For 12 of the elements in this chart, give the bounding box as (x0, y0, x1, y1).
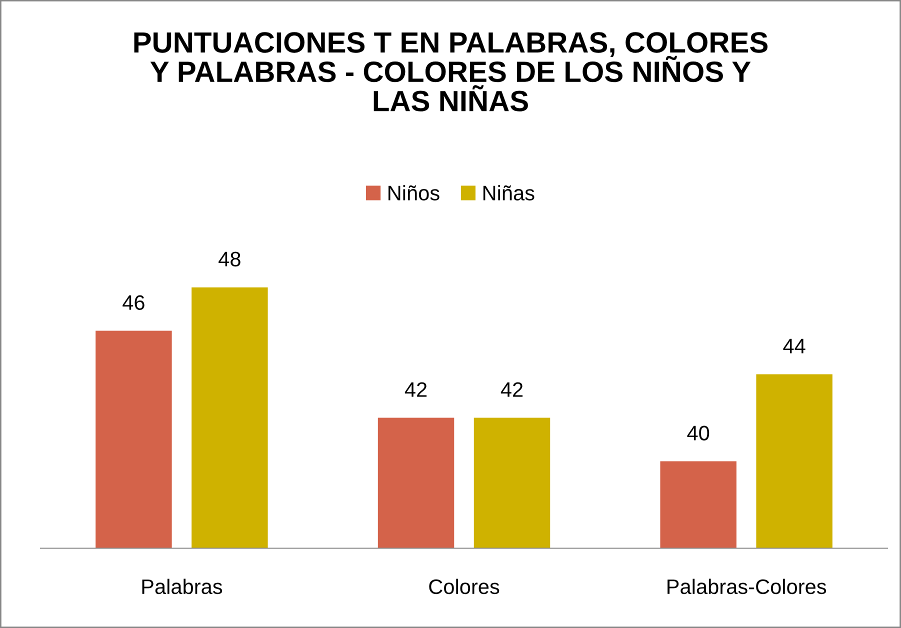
x-tick-label: Palabras-Colores (668, 578, 826, 594)
legend-label: Niñas (483, 185, 534, 200)
x-tick-label: Colores (429, 578, 500, 594)
data-label: 44 (783, 338, 806, 354)
data-label: 46 (122, 295, 144, 310)
data-label: 42 (500, 382, 523, 397)
chart-title: PUNTUACIONES T EN PALABRAS, COLORES Y PALABRAS - COLORES DE LOS NIÑOS Y LAS NIÑAS (134, 32, 768, 112)
x-tick-label: Palabras (142, 578, 222, 594)
legend-label: Niños (388, 185, 440, 200)
data-label: 42 (404, 382, 427, 397)
data-label: 48 (218, 252, 240, 266)
data-label: 40 (687, 426, 710, 440)
